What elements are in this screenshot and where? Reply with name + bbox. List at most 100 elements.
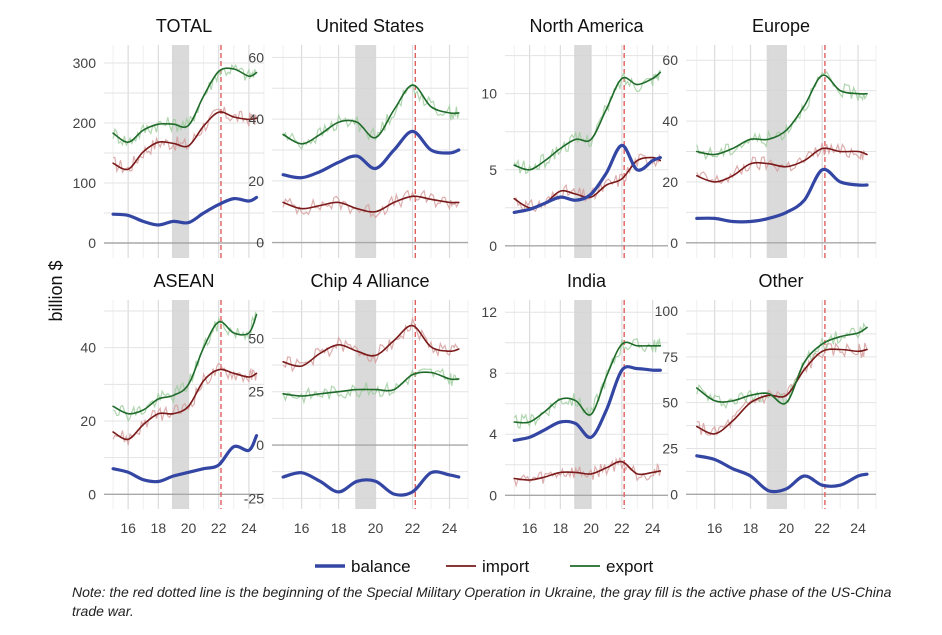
y-tick-label: 25 (248, 384, 264, 400)
y-tick-label: 10 (481, 86, 497, 102)
y-tick-label: 40 (662, 113, 678, 129)
export-line (696, 326, 868, 405)
x-tick-label: 20 (583, 520, 599, 536)
x-tick-label: 22 (405, 520, 421, 536)
export-line (112, 67, 258, 143)
panel-europe: 0 20 40 60 Europe (662, 16, 877, 258)
import-line (282, 324, 460, 368)
trade-war-shade (766, 300, 787, 509)
x-tick-label: 22 (211, 520, 227, 536)
export-line (282, 84, 460, 145)
panel-total: 0 100 200 300 TOTAL (73, 16, 265, 258)
y-tick-label: 5 (489, 162, 497, 178)
export-line (513, 341, 662, 424)
balance-line (111, 195, 259, 227)
x-tick-label: 22 (814, 520, 830, 536)
balance-line (512, 143, 662, 214)
y-tick-label: 100 (655, 303, 679, 319)
panel-title: TOTAL (156, 16, 212, 36)
x-tick-label: 18 (553, 520, 569, 536)
y-tick-label: 25 (662, 441, 678, 457)
trade-war-shade (574, 300, 592, 509)
y-tick-label: 50 (662, 395, 678, 411)
figure-note: Note: the red dotted line is the beginni… (72, 584, 892, 619)
y-tick-label: 60 (662, 52, 678, 68)
y-tick-label: 20 (248, 173, 264, 189)
x-tick-label: 24 (241, 520, 257, 536)
legend-label-balance: balance (351, 557, 411, 576)
panel-title: United States (316, 16, 424, 36)
x-tick-label: 16 (707, 520, 723, 536)
import-line (513, 460, 662, 481)
export-raw-line (513, 338, 661, 429)
panel-north-america: 0 5 10 North America (481, 16, 669, 258)
balance-line (695, 167, 869, 224)
x-tick-label: 20 (368, 520, 384, 536)
trade-war-shade (574, 45, 592, 258)
export-line (112, 313, 258, 415)
y-tick-label: 40 (80, 340, 96, 356)
import-line (282, 195, 460, 213)
x-tick-label: 16 (522, 520, 538, 536)
trade-war-shade (355, 300, 376, 509)
x-tick-label: 24 (850, 520, 866, 536)
import-raw-line (112, 362, 258, 446)
panel-title: North America (529, 16, 644, 36)
legend-label-export: export (606, 557, 654, 576)
x-tick-label: 18 (743, 520, 759, 536)
y-tick-label: 20 (80, 413, 96, 429)
y-tick-label: 0 (489, 487, 497, 503)
panel-other: 0 25 50 75 100 16 18 20 22 24 Other (655, 271, 877, 536)
balance-line (512, 365, 662, 442)
x-tick-label: 20 (779, 520, 795, 536)
import-raw-line (282, 189, 460, 219)
y-tick-label: 12 (481, 304, 497, 320)
balance-line (111, 434, 259, 484)
balance-line (281, 129, 461, 180)
y-tick-label: 0 (489, 238, 497, 254)
export-line (696, 74, 868, 156)
balance-line (695, 454, 869, 494)
balance-line (281, 470, 461, 497)
y-tick-label: 0 (88, 486, 96, 502)
import-line (696, 348, 868, 435)
panel-title: Other (758, 271, 803, 291)
panel-united-states: 0 20 40 60 United States (248, 16, 469, 258)
import-raw-line (282, 316, 460, 373)
panel-title: India (567, 271, 607, 291)
y-tick-label: 0 (670, 486, 678, 502)
y-tick-label: 300 (73, 55, 97, 71)
panel-asean: 0 20 40 16 18 20 22 24 ASEAN (80, 271, 265, 536)
y-tick-label: 100 (73, 175, 97, 191)
y-tick-label: 8 (489, 365, 497, 381)
export-raw-line (282, 82, 460, 151)
import-line (112, 368, 258, 441)
export-raw-line (282, 367, 460, 405)
x-tick-label: 22 (614, 520, 630, 536)
import-line (112, 111, 258, 171)
y-axis-label: billion $ (46, 260, 66, 321)
x-tick-label: 16 (294, 520, 310, 536)
trade-war-shade (171, 45, 189, 258)
y-tick-label: 60 (248, 49, 264, 65)
panel-chip-4-alliance: -25 0 25 50 16 18 20 22 24 Chip 4 Alliance (244, 271, 469, 536)
y-tick-label: 0 (670, 235, 678, 251)
y-tick-label: 200 (73, 115, 97, 131)
export-line (513, 71, 662, 171)
y-tick-label: 0 (256, 235, 264, 251)
x-tick-label: 24 (645, 520, 661, 536)
export-line (282, 371, 460, 397)
x-tick-label: 18 (331, 520, 347, 536)
y-tick-label: 50 (248, 330, 264, 346)
x-tick-label: 18 (151, 520, 167, 536)
trade-war-shade (355, 45, 376, 258)
panel-title: Chip 4 Alliance (310, 271, 429, 291)
y-tick-label: 4 (489, 426, 497, 442)
panel-india: 0 4 8 12 16 18 20 22 24 India (481, 271, 669, 536)
y-tick-label: 75 (662, 349, 678, 365)
legend: balance import export (315, 557, 654, 576)
trade-war-shade (766, 45, 787, 258)
panel-title: ASEAN (153, 271, 214, 291)
